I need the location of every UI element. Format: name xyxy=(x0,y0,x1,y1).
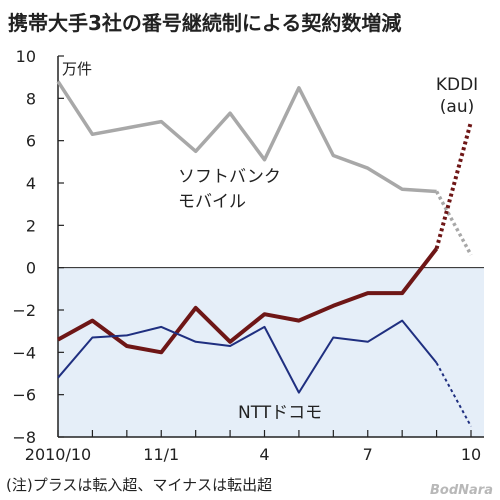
y-tick-label-9: −8 xyxy=(12,428,36,447)
watermark-logo: BodNara xyxy=(430,483,493,498)
series-label-2-line-0: NTTドコモ xyxy=(238,403,322,423)
series-label-1-line-0: KDDI xyxy=(436,75,478,95)
series-1 xyxy=(57,121,473,355)
y-tick-label-3: 4 xyxy=(26,174,36,193)
y-tick-label-4: 2 xyxy=(26,216,36,235)
series-line-0 xyxy=(56,80,437,194)
chart-note: (注)プラスは転入超、マイナスは転出超 xyxy=(6,476,272,494)
y-tick-label-8: −6 xyxy=(12,386,36,405)
y-axis-unit: 万件 xyxy=(62,60,92,78)
negative-region-shade xyxy=(58,267,484,437)
x-tick-label-9: 7 xyxy=(363,445,373,464)
y-tick-label-7: −4 xyxy=(12,343,36,362)
x-tick-label-12: 10 xyxy=(461,445,481,464)
series-line-2 xyxy=(57,319,438,394)
y-tick-label-1: 8 xyxy=(26,89,36,108)
x-tick-label-6: 4 xyxy=(259,445,269,464)
series-layer xyxy=(56,80,473,427)
series-projection-1 xyxy=(434,121,473,250)
x-tick-label-0: 2010/10 xyxy=(25,445,91,464)
y-tick-label-6: −2 xyxy=(12,301,36,320)
series-0 xyxy=(56,80,473,256)
x-tick-label-3: 11/1 xyxy=(143,445,179,464)
series-label-1-line-1: (au) xyxy=(440,97,474,117)
series-line-1 xyxy=(57,247,439,355)
series-label-0-line-1: モバイル xyxy=(178,192,246,212)
y-tick-label-5: 0 xyxy=(26,259,36,278)
series-label-0-line-0: ソフトバンク xyxy=(178,167,281,187)
y-tick-label-0: 10 xyxy=(16,47,36,66)
series-projection-0 xyxy=(435,190,473,256)
series-projection-2 xyxy=(435,362,472,427)
y-tick-label-2: 6 xyxy=(26,132,36,151)
chart-title: 携帯大手3社の番号継続制による契約数増減 xyxy=(8,11,401,35)
series-2 xyxy=(57,319,472,427)
